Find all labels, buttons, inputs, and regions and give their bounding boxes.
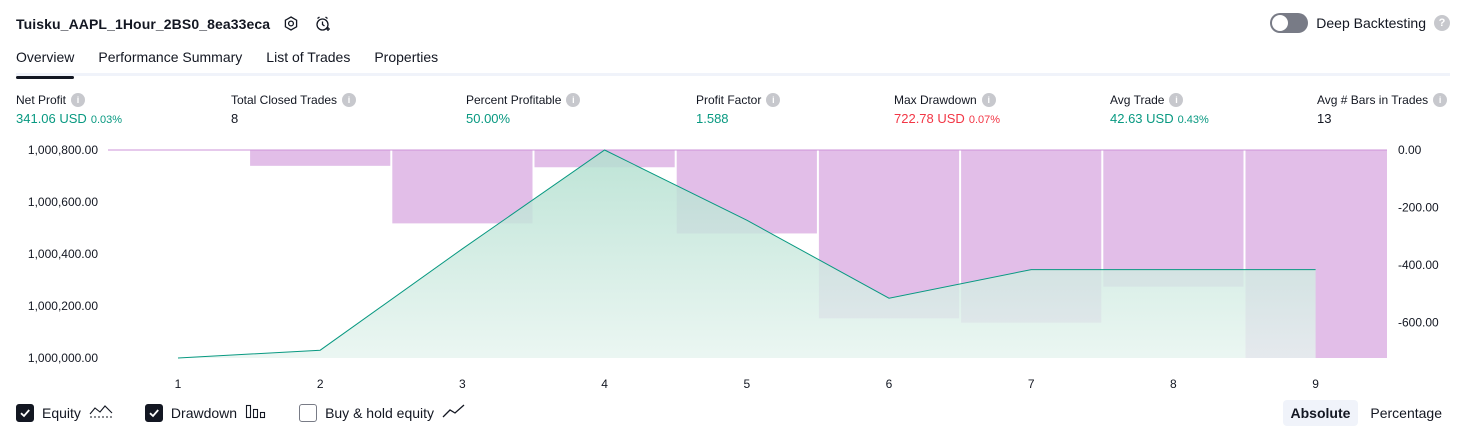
equity-line-icon xyxy=(89,403,113,422)
info-icon[interactable]: i xyxy=(1433,93,1448,107)
deep-backtesting-toggle[interactable] xyxy=(1270,13,1309,33)
metric-value: 42.63 USD xyxy=(1110,111,1174,126)
metric-max-drawdown: Max Drawdown i 722.78 USD 0.07% xyxy=(894,93,1000,126)
equity-checkbox[interactable] xyxy=(16,403,34,422)
tab-properties[interactable]: Properties xyxy=(374,49,439,65)
metric-value: 722.78 USD xyxy=(894,111,965,126)
deep-backtesting-label: Deep Backtesting xyxy=(1316,15,1426,31)
legend-equity[interactable]: Equity xyxy=(16,403,113,422)
info-icon[interactable]: i xyxy=(981,93,996,107)
drawdown-bar[interactable] xyxy=(1103,150,1244,287)
deep-backtesting: Deep Backtesting ? xyxy=(1270,13,1450,33)
metric-label: Total Closed Trades xyxy=(231,93,338,107)
equity-drawdown-chart[interactable]: 1,000,800.00 1,000,600.00 1,000,400.00 1,00… xyxy=(0,140,1466,392)
buy-hold-line-icon xyxy=(442,403,466,422)
tab-overview[interactable]: Overview xyxy=(16,44,75,79)
drawdown-bar[interactable] xyxy=(392,150,533,224)
settings-icon[interactable] xyxy=(280,13,302,35)
left-tick-label: 1,000,200.00 xyxy=(28,299,98,313)
x-tick-label: 5 xyxy=(743,377,750,391)
x-tick-label: 3 xyxy=(459,377,466,391)
report-tabs: Overview Performance Summary List of Tra… xyxy=(16,44,1450,79)
left-tick-label: 1,000,800.00 xyxy=(28,143,98,157)
metric-percent-profitable: Percent Profitable i 50.00% xyxy=(466,93,581,126)
drawdown-bar[interactable] xyxy=(250,150,391,166)
help-icon[interactable]: ? xyxy=(1434,15,1450,31)
percentage-button[interactable]: Percentage xyxy=(1370,405,1442,421)
x-tick-label: 8 xyxy=(1170,377,1177,391)
info-icon[interactable]: i xyxy=(566,93,581,107)
x-tick-label: 7 xyxy=(1028,377,1035,391)
metric-value: 8 xyxy=(231,111,239,126)
right-tick-label: -600.00 xyxy=(1398,316,1439,330)
drawdown-checkbox[interactable] xyxy=(144,403,163,422)
metric-total-closed-trades: Total Closed Trades i 8 xyxy=(231,93,357,126)
metric-label: Avg # Bars in Trades xyxy=(1317,93,1429,107)
buy-hold-checkbox[interactable] xyxy=(299,403,318,422)
metrics-bar: Net Profit i 341.06 USD 0.03% Total Closed… xyxy=(16,93,1450,133)
strategy-title: Tuisku_AAPL_1Hour_2BS0_8ea33eca xyxy=(16,16,271,32)
metric-profit-factor: Profit Factor i 1.588 xyxy=(696,93,781,126)
left-tick-label: 1,000,000.00 xyxy=(28,351,98,365)
strategy-header: Tuisku_AAPL_1Hour_2BS0_8ea33eca xyxy=(16,12,334,36)
metric-label: Avg Trade xyxy=(1110,93,1165,107)
metric-percent: 0.07% xyxy=(968,114,1001,126)
tab-performance-summary[interactable]: Performance Summary xyxy=(98,49,243,65)
metric-label: Net Profit xyxy=(16,93,67,107)
legend-label: Equity xyxy=(42,404,81,421)
equity-line[interactable] xyxy=(177,149,1316,359)
drawdown-bars-icon xyxy=(245,403,267,422)
right-tick-label: 0.00 xyxy=(1398,143,1422,157)
x-tick-label: 1 xyxy=(175,377,182,391)
absolute-button[interactable]: Absolute xyxy=(1282,400,1359,426)
right-tick-label: -400.00 xyxy=(1398,258,1439,272)
left-tick-label: 1,000,600.00 xyxy=(28,195,98,209)
left-tick-label: 1,000,400.00 xyxy=(28,247,98,261)
metric-avg-bars: Avg # Bars in Trades i 13 xyxy=(1317,93,1448,126)
chart-legend: Equity Drawdown Buy & hold equity xyxy=(16,403,466,422)
info-icon[interactable]: i xyxy=(766,93,781,107)
metric-label: Max Drawdown xyxy=(894,93,977,107)
tab-list-of-trades[interactable]: List of Trades xyxy=(266,49,351,65)
metric-net-profit: Net Profit i 341.06 USD 0.03% xyxy=(16,93,122,126)
legend-drawdown[interactable]: Drawdown xyxy=(144,403,267,422)
legend-label: Drawdown xyxy=(170,404,238,421)
metric-value: 341.06 USD xyxy=(16,111,87,126)
right-tick-label: -200.00 xyxy=(1398,201,1439,215)
metric-avg-trade: Avg Trade i 42.63 USD 0.43% xyxy=(1110,93,1209,126)
legend-buy-hold[interactable]: Buy & hold equity xyxy=(299,403,466,422)
x-tick-label: 4 xyxy=(601,377,608,391)
x-tick-label: 9 xyxy=(1312,377,1319,391)
metric-value: 1.588 xyxy=(696,111,729,126)
metric-value: 50.00% xyxy=(466,111,511,126)
info-icon[interactable]: i xyxy=(71,93,86,107)
metric-percent: 0.03% xyxy=(90,114,123,126)
value-mode-switch: Absolute Percentage xyxy=(1282,400,1451,426)
info-icon[interactable]: i xyxy=(342,93,357,107)
metric-percent: 0.43% xyxy=(1177,114,1209,126)
equity-area xyxy=(178,150,1316,358)
metric-label: Profit Factor xyxy=(696,93,762,107)
alert-add-icon[interactable] xyxy=(312,13,334,35)
x-tick-label: 2 xyxy=(317,377,324,391)
x-tick-label: 6 xyxy=(886,377,893,391)
legend-label: Buy & hold equity xyxy=(325,404,435,421)
metric-label: Percent Profitable xyxy=(466,93,562,107)
metric-value: 13 xyxy=(1317,111,1332,126)
toggle-knob xyxy=(1272,15,1289,31)
info-icon[interactable]: i xyxy=(1169,93,1184,107)
